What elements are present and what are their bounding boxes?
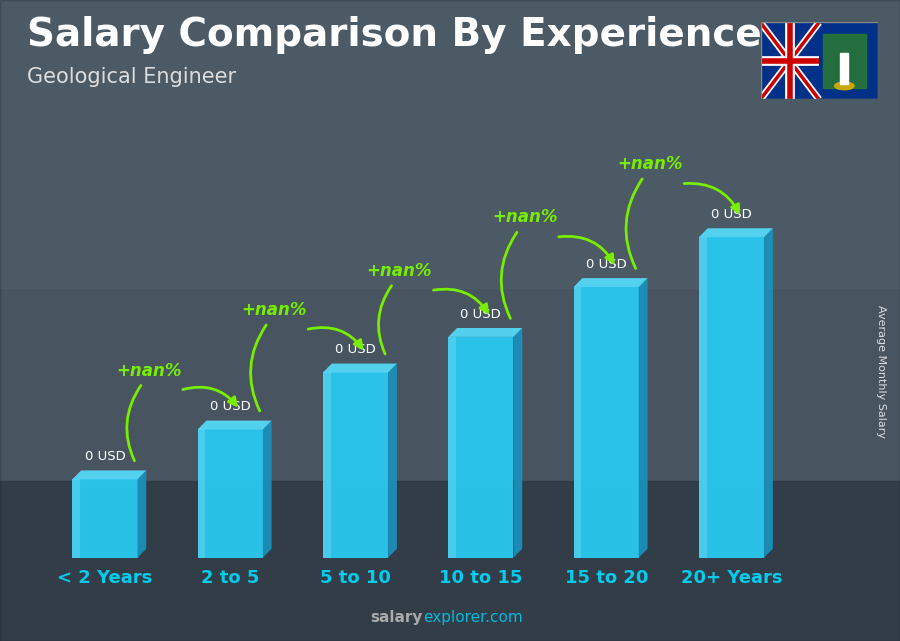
Ellipse shape [834,82,854,90]
Polygon shape [138,470,147,558]
Text: 0 USD: 0 USD [85,450,125,463]
Text: salary: salary [371,610,423,625]
Polygon shape [448,337,456,558]
Text: Salary Comparison By Experience: Salary Comparison By Experience [27,16,761,54]
Bar [573,287,639,558]
Polygon shape [72,470,147,479]
Polygon shape [573,278,647,287]
Polygon shape [263,420,272,558]
Bar [0,481,900,641]
Polygon shape [448,328,522,337]
Text: +nan%: +nan% [617,155,683,173]
Text: 0 USD: 0 USD [586,258,626,271]
Polygon shape [72,479,80,558]
Text: +nan%: +nan% [366,262,432,280]
Text: +nan%: +nan% [116,362,182,379]
Polygon shape [198,420,272,429]
Polygon shape [639,278,647,558]
Polygon shape [323,363,397,372]
Text: Geological Engineer: Geological Engineer [27,67,236,87]
Bar [841,53,848,84]
Bar [0,0,900,288]
Bar [198,429,263,558]
Bar [72,479,138,558]
Polygon shape [573,287,581,558]
Bar [323,372,388,558]
Text: 0 USD: 0 USD [335,344,376,356]
Polygon shape [323,372,331,558]
Polygon shape [764,228,773,558]
Bar [448,337,514,558]
Text: +nan%: +nan% [241,301,307,319]
Bar [823,34,866,88]
Text: 0 USD: 0 USD [210,401,250,413]
Text: Average Monthly Salary: Average Monthly Salary [877,305,886,438]
Polygon shape [699,237,707,558]
Text: 0 USD: 0 USD [711,208,751,221]
Polygon shape [514,328,522,558]
Polygon shape [699,228,773,237]
Text: explorer.com: explorer.com [423,610,523,625]
Text: +nan%: +nan% [492,208,557,226]
Polygon shape [198,429,205,558]
Bar [699,237,764,558]
Polygon shape [388,363,397,558]
Text: 0 USD: 0 USD [461,308,501,321]
